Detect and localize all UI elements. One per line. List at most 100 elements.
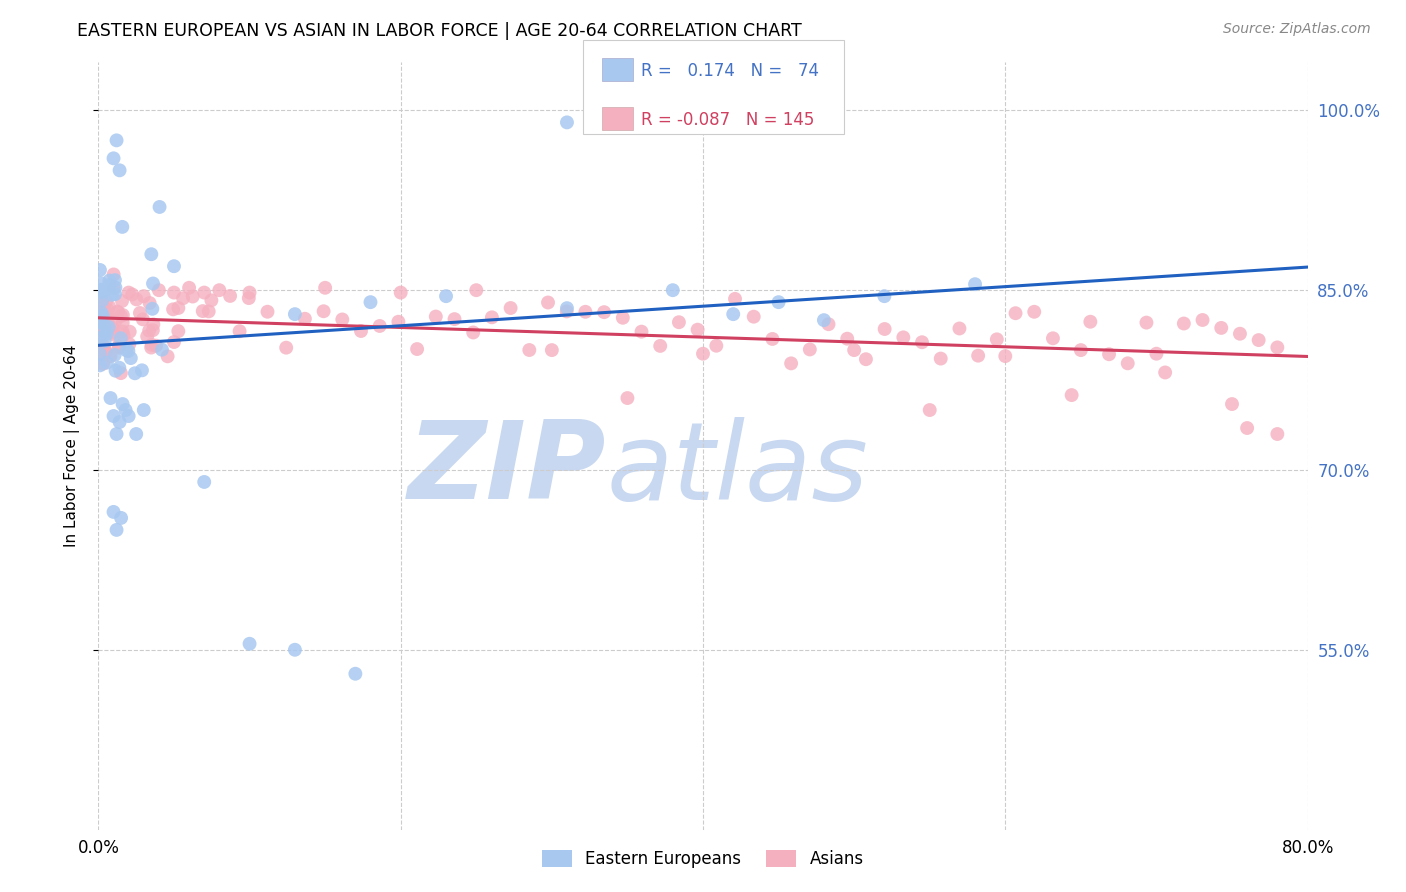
Point	[948, 321, 970, 335]
Point	[463, 326, 485, 340]
Point	[555, 301, 578, 315]
Point	[537, 295, 560, 310]
Point	[555, 115, 578, 129]
Text: atlas: atlas	[606, 417, 868, 522]
Point	[104, 280, 127, 294]
Point	[142, 318, 165, 332]
Point	[132, 289, 155, 303]
Point	[104, 364, 127, 378]
Point	[89, 315, 111, 329]
Point	[138, 324, 160, 338]
Point	[1070, 343, 1092, 357]
Point	[141, 247, 163, 261]
Point	[200, 293, 222, 308]
Point	[118, 337, 141, 351]
Point	[612, 310, 634, 325]
Point	[1060, 388, 1083, 402]
Point	[555, 304, 578, 318]
Point	[98, 300, 121, 314]
Point	[312, 304, 335, 318]
Point	[125, 293, 148, 307]
Point	[350, 324, 373, 338]
Point	[108, 415, 131, 429]
Point	[90, 304, 112, 318]
Point	[162, 302, 184, 317]
Point	[108, 341, 131, 355]
Point	[105, 523, 128, 537]
Text: R = -0.087   N = 145: R = -0.087 N = 145	[641, 112, 814, 129]
Point	[616, 391, 638, 405]
Point	[117, 344, 139, 359]
Text: EASTERN EUROPEAN VS ASIAN IN LABOR FORCE | AGE 20-64 CORRELATION CHART: EASTERN EUROPEAN VS ASIAN IN LABOR FORCE…	[77, 22, 801, 40]
Point	[219, 289, 242, 303]
Point	[93, 334, 115, 348]
Point	[918, 403, 941, 417]
Point	[855, 352, 877, 367]
Point	[90, 284, 112, 298]
Point	[94, 294, 117, 309]
Point	[104, 287, 127, 301]
Point	[344, 666, 367, 681]
Point	[110, 331, 132, 345]
Point	[118, 409, 141, 423]
Point	[104, 314, 127, 328]
Point	[111, 397, 134, 411]
Point	[1042, 331, 1064, 345]
Point	[239, 637, 262, 651]
Point	[111, 219, 134, 234]
Point	[91, 309, 114, 323]
Point	[1098, 347, 1121, 361]
Point	[96, 326, 118, 341]
Point	[167, 301, 190, 315]
Point	[98, 274, 121, 288]
Point	[193, 285, 215, 300]
Point	[105, 427, 128, 442]
Point	[1024, 305, 1046, 319]
Point	[208, 283, 231, 297]
Point	[465, 283, 488, 297]
Point	[668, 315, 690, 329]
Point	[191, 304, 214, 318]
Point	[111, 308, 134, 322]
Point	[91, 347, 114, 361]
Point	[97, 320, 120, 334]
Point	[94, 311, 117, 326]
Point	[94, 345, 117, 359]
Point	[141, 338, 163, 352]
Point	[256, 304, 278, 318]
Point	[967, 349, 990, 363]
Point	[686, 323, 709, 337]
Point	[107, 339, 129, 353]
Point	[111, 293, 134, 308]
Point	[1135, 316, 1157, 330]
Point	[100, 349, 122, 363]
Point	[93, 339, 115, 353]
Point	[104, 273, 127, 287]
Point	[89, 316, 111, 330]
Point	[115, 343, 138, 358]
Point	[89, 331, 111, 345]
Point	[94, 283, 117, 297]
Point	[873, 289, 896, 303]
Point	[103, 281, 125, 295]
Point	[813, 313, 835, 327]
Point	[692, 347, 714, 361]
Point	[965, 277, 987, 292]
Point	[89, 321, 111, 335]
Point	[103, 409, 125, 423]
Point	[103, 327, 125, 342]
Point	[742, 310, 765, 324]
Point	[103, 152, 125, 166]
Point	[91, 285, 114, 299]
Point	[434, 289, 457, 303]
Point	[276, 341, 298, 355]
Point	[172, 291, 194, 305]
Point	[799, 343, 821, 357]
Point	[228, 324, 250, 338]
Point	[994, 349, 1017, 363]
Point	[89, 263, 111, 277]
Point	[118, 285, 141, 300]
Point	[103, 268, 125, 282]
Point	[499, 301, 522, 315]
Point	[120, 351, 142, 365]
